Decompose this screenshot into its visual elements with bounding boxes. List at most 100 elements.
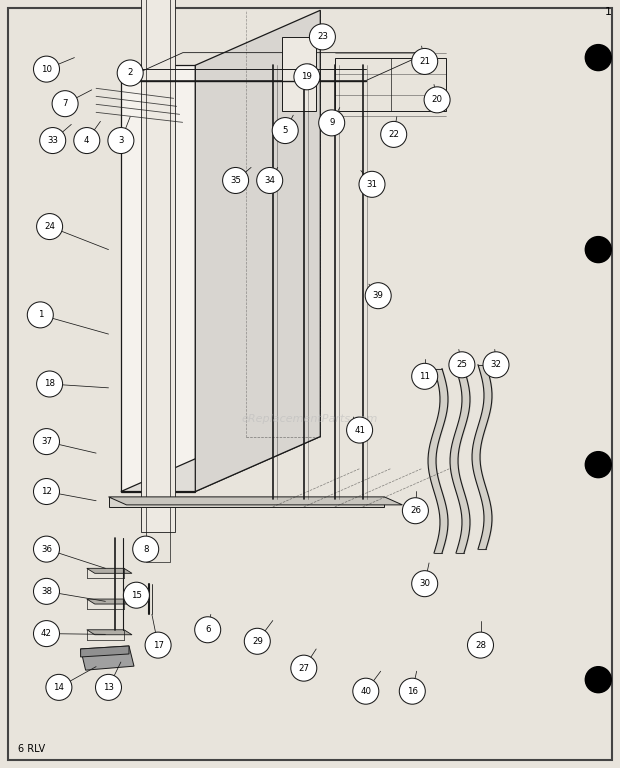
Circle shape	[449, 352, 475, 378]
Circle shape	[291, 655, 317, 681]
Polygon shape	[195, 10, 321, 492]
Text: 9: 9	[329, 118, 334, 127]
Polygon shape	[121, 436, 321, 492]
Text: 20: 20	[432, 95, 443, 104]
Text: 5: 5	[283, 126, 288, 135]
Text: 11: 11	[419, 372, 430, 381]
Circle shape	[585, 45, 611, 71]
Text: 32: 32	[490, 360, 502, 369]
Circle shape	[33, 578, 60, 604]
Text: 17: 17	[153, 641, 164, 650]
Circle shape	[117, 60, 143, 86]
Text: 19: 19	[301, 72, 312, 81]
Circle shape	[585, 667, 611, 693]
Polygon shape	[282, 37, 316, 111]
Circle shape	[40, 127, 66, 154]
Circle shape	[585, 237, 611, 263]
Polygon shape	[81, 646, 129, 657]
Circle shape	[424, 87, 450, 113]
Text: 28: 28	[475, 641, 486, 650]
Circle shape	[133, 536, 159, 562]
Text: 37: 37	[41, 437, 52, 446]
Text: 1: 1	[604, 7, 611, 17]
Circle shape	[399, 678, 425, 704]
Text: 25: 25	[456, 360, 467, 369]
Circle shape	[145, 632, 171, 658]
Circle shape	[33, 621, 60, 647]
Circle shape	[257, 167, 283, 194]
Text: 21: 21	[419, 57, 430, 66]
Text: 14: 14	[53, 683, 64, 692]
Text: 27: 27	[298, 664, 309, 673]
Circle shape	[381, 121, 407, 147]
Text: 18: 18	[44, 379, 55, 389]
Circle shape	[33, 56, 60, 82]
Circle shape	[412, 571, 438, 597]
Circle shape	[123, 582, 149, 608]
Circle shape	[223, 167, 249, 194]
Circle shape	[244, 628, 270, 654]
Circle shape	[353, 678, 379, 704]
Text: 42: 42	[41, 629, 52, 638]
Polygon shape	[121, 65, 195, 492]
Circle shape	[33, 536, 60, 562]
Text: 39: 39	[373, 291, 384, 300]
Text: 12: 12	[41, 487, 52, 496]
Text: 22: 22	[388, 130, 399, 139]
Circle shape	[294, 64, 320, 90]
Circle shape	[37, 371, 63, 397]
Text: 13: 13	[103, 683, 114, 692]
Text: 6: 6	[205, 625, 210, 634]
Circle shape	[74, 127, 100, 154]
Polygon shape	[141, 0, 175, 531]
Text: 38: 38	[41, 587, 52, 596]
Polygon shape	[87, 599, 132, 604]
Polygon shape	[108, 497, 402, 505]
Circle shape	[33, 429, 60, 455]
Circle shape	[37, 214, 63, 240]
Text: 2: 2	[128, 68, 133, 78]
Circle shape	[108, 127, 134, 154]
Text: 41: 41	[354, 425, 365, 435]
Text: 40: 40	[360, 687, 371, 696]
Text: 6 RLV: 6 RLV	[18, 744, 45, 754]
Circle shape	[33, 478, 60, 505]
Text: eReplacementParts.com: eReplacementParts.com	[242, 413, 378, 424]
Text: 7: 7	[63, 99, 68, 108]
Text: 8: 8	[143, 545, 148, 554]
Circle shape	[27, 302, 53, 328]
Text: 26: 26	[410, 506, 421, 515]
Circle shape	[402, 498, 428, 524]
Text: 16: 16	[407, 687, 418, 696]
Polygon shape	[108, 497, 384, 507]
Circle shape	[95, 674, 122, 700]
Circle shape	[365, 283, 391, 309]
Text: 30: 30	[419, 579, 430, 588]
Text: 33: 33	[47, 136, 58, 145]
Circle shape	[347, 417, 373, 443]
Circle shape	[412, 48, 438, 74]
Circle shape	[319, 110, 345, 136]
Circle shape	[467, 632, 494, 658]
Text: 10: 10	[41, 65, 52, 74]
Text: 36: 36	[41, 545, 52, 554]
Text: 4: 4	[84, 136, 89, 145]
Text: 35: 35	[230, 176, 241, 185]
Text: 3: 3	[118, 136, 123, 145]
Text: 1: 1	[38, 310, 43, 319]
Circle shape	[359, 171, 385, 197]
Polygon shape	[87, 568, 132, 574]
Circle shape	[195, 617, 221, 643]
Text: 24: 24	[44, 222, 55, 231]
Circle shape	[46, 674, 72, 700]
Text: 31: 31	[366, 180, 378, 189]
Polygon shape	[81, 646, 134, 670]
Text: 29: 29	[252, 637, 263, 646]
Circle shape	[483, 352, 509, 378]
Text: 34: 34	[264, 176, 275, 185]
Circle shape	[52, 91, 78, 117]
Circle shape	[272, 118, 298, 144]
Polygon shape	[87, 630, 132, 635]
Text: 23: 23	[317, 32, 328, 41]
Circle shape	[585, 452, 611, 478]
